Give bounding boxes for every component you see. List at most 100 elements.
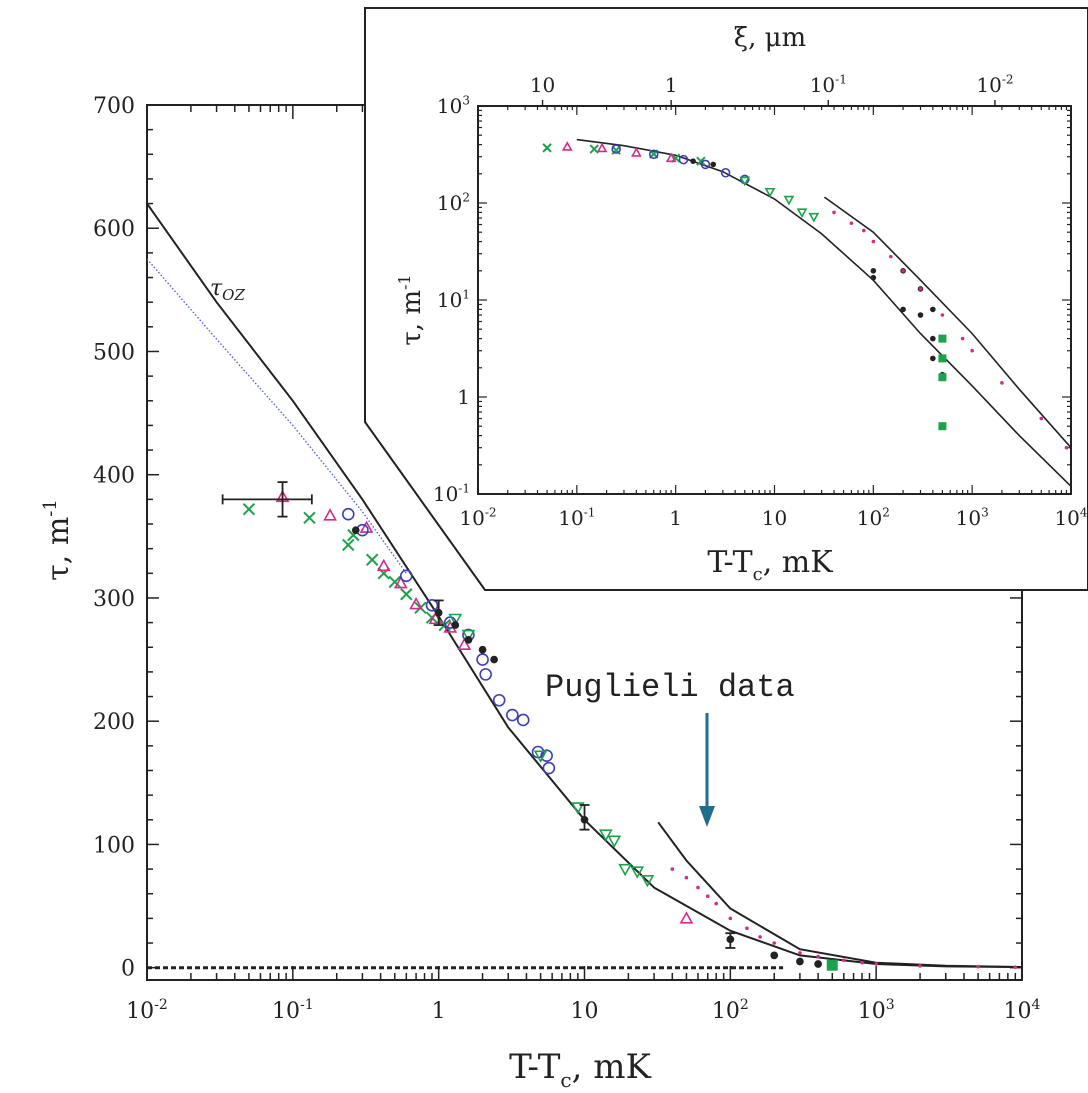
main-y-tick-label: 300 [93,587,135,612]
main-series-line-1 [146,258,407,574]
inset-point-magenta-small-dot [1064,445,1069,450]
main-point-black-dot [796,957,804,966]
inset-point-green-triangle-down [783,195,795,206]
inset-point-black-dot [930,306,936,313]
main-point-magenta-small-dot [714,901,719,906]
inset-x-tick-label: 10-2 [459,506,496,530]
puglieli-arrow [699,713,715,827]
inset-top-tick-label: 10 [530,73,555,97]
inset-top-axis-label: ξ, μm [734,23,806,53]
inset-background [364,7,1088,591]
main-errorbar [433,599,444,626]
main-point-black-dot [770,951,779,960]
inset-point-green-x [696,156,706,166]
main-point-magenta-small-dot [976,964,980,969]
main-point-magenta-small-dot [772,941,777,945]
inset-top-tick-label: 1 [665,73,678,97]
inset-x-axis-label: T-Tc, mK [707,545,833,585]
main-point-black-dot [451,621,460,629]
inset-point-green-x [542,143,552,153]
main-point-green-triangle-down [533,750,548,763]
inset-point-black-dot [930,355,936,362]
main-y-tick-label: 400 [93,464,135,489]
main-y-tick-label: 500 [93,340,135,365]
inset-point-black-dot [690,158,696,164]
main-point-blue-circle [540,749,553,763]
inset-x-tick-label: 10-1 [558,506,595,530]
main-point-magenta-small-dot [874,962,878,966]
inset-ticks [477,100,1071,495]
inset-point-magenta-triangle [596,142,608,153]
main-point-magenta-triangle [679,911,694,924]
main-point-magenta-triangle [359,520,374,533]
main-point-magenta-small-dot [728,916,733,921]
main-tick-labels: 10-2 10-1 1 10 102 103 10401002003004005006007… [93,94,1041,1024]
main-point-magenta-small-dot [670,867,675,871]
inset-point-magenta-small-dot [960,336,965,341]
inset-point-magenta-small-dot [861,228,866,233]
inset-point-magenta-small-dot [1000,381,1004,385]
inset-point-black-dot [870,274,877,281]
main-point-magenta-small-dot [705,894,710,898]
inset-point-magenta-triangle [665,152,677,163]
main-point-magenta-triangle [457,637,472,650]
inset-y-tick-label: 1 [457,385,470,409]
main-point-green-x [400,588,413,601]
inset-x-tick-label: 103 [956,506,989,530]
inset-point-magenta-small-dot [901,269,905,273]
inset-y-tick-label: 101 [437,288,470,312]
main-y-axis-label: τ, m-1 [40,499,76,581]
main-point-magenta-small-dot [1013,965,1018,969]
main-point-blue-circle [516,713,530,727]
main-point-magenta-small-dot [684,875,689,880]
main-point-blue-circle [479,668,492,681]
main-point-green-triangle-down [570,802,585,815]
inset-y-tick-label: 10-1 [433,482,470,506]
inset-point-green-triangle-down [796,208,808,219]
main-x-tick-label: 10-2 [126,997,168,1024]
main-point-magenta-small-dot [842,958,846,963]
main-markers [221,481,1018,971]
puglieli-annotation: Puglieli data [545,669,795,706]
inset-point-green-x [589,144,599,154]
main-y-tick-label: 0 [121,957,135,982]
main-point-green-triangle-down [448,613,463,627]
inset-point-green-square [938,422,947,431]
inset-point-magenta-small-dot [888,254,893,259]
inset-point-magenta-small-dot [871,239,876,244]
inset-point-green-triangle-down [808,212,820,223]
main-point-green-x [303,511,316,525]
inset-y-tick-label: 103 [437,94,470,118]
main-point-green-triangle-down [640,874,655,888]
inset-point-green-triangle-down [764,187,776,198]
main-point-blue-circle [506,708,519,722]
main-point-black-dot [464,636,473,644]
inset-point-blue-circle [611,144,621,154]
main-point-blue-circle [341,507,355,521]
main-point-black-dot [490,655,498,664]
inset-point-black-dot [710,161,717,168]
main-point-magenta-small-dot [816,954,820,959]
inset-point-magenta-small-dot [832,210,836,215]
inset-point-black-dot [930,335,936,342]
main-x-tick-label: 1 [432,999,446,1024]
inset-point-blue-circle [700,159,711,170]
main-point-blue-circle [400,569,413,583]
tau-oz-label: τOZ [210,276,245,304]
inset-point-magenta-small-dot [970,348,974,353]
inset-point-magenta-small-dot [1039,416,1044,421]
inset-point-blue-circle [720,167,731,178]
inset-series-line-0 [576,138,1072,487]
inset-point-black-dot [870,268,877,274]
main-point-magenta-triangle [376,558,391,572]
main-x-axis-label: T-Tc, mK [509,1047,651,1092]
main-point-black-dot [814,960,822,968]
inset-point-magenta-small-dot [849,221,854,225]
inset-x-tick-label: 102 [857,506,890,530]
main-point-green-x [242,503,256,516]
main-point-blue-circle [476,653,489,666]
main-point-green-triangle-down [630,866,645,879]
main-point-magenta-small-dot [798,951,802,955]
